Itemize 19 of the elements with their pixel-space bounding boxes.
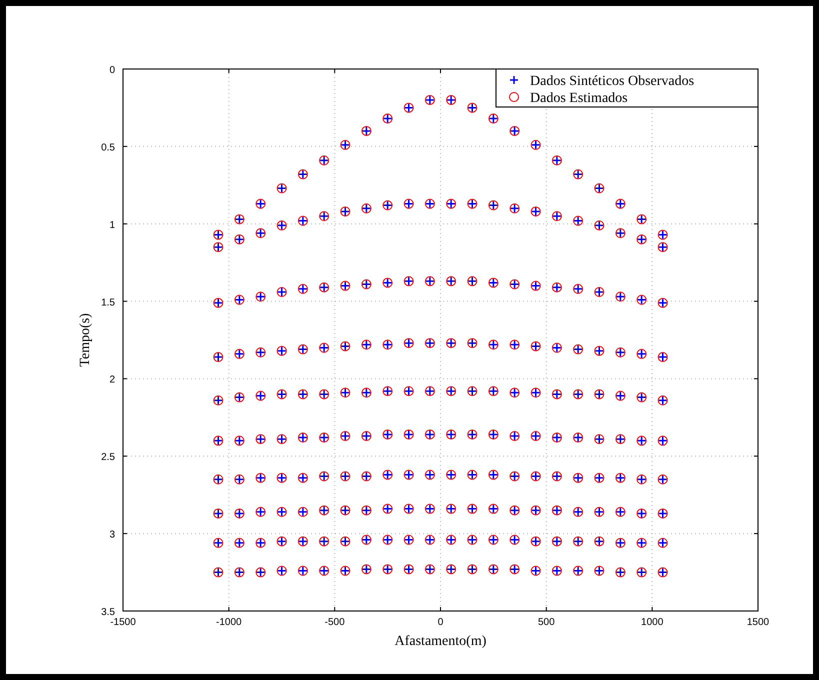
y-tick-label: 2.5	[101, 452, 116, 464]
x-tick-label: -500	[324, 617, 346, 628]
y-tick-label: 3.5	[101, 607, 116, 618]
y-tick-label: 1	[109, 220, 116, 231]
y-tick-label: 3	[109, 530, 116, 541]
y-tick-label: 2	[109, 374, 116, 386]
y-tick-label: 1.5	[101, 297, 116, 308]
x-tick-label: 1000	[641, 617, 664, 628]
y-tick-label: 0	[109, 65, 116, 76]
y-tick-label: 0.5	[101, 142, 116, 154]
x-tick-label: 500	[538, 617, 556, 628]
x-tick-label: -1500	[110, 617, 136, 628]
x-axis-title: Afastamento(m)	[394, 634, 487, 649]
legend-label: Dados Estimados	[530, 91, 628, 106]
x-tick-label: 1500	[746, 617, 770, 628]
legend-label: Dados Sintéticos Observados	[530, 74, 694, 89]
x-tick-label: -1000	[216, 617, 242, 628]
x-tick-label: 0	[438, 617, 444, 628]
y-axis-title: Tempo(s)	[78, 312, 93, 367]
